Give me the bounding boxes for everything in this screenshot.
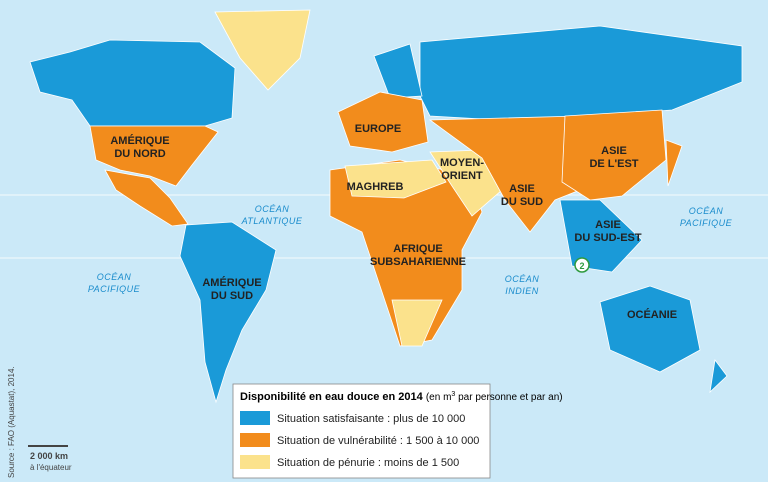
region-label: AFRIQUE SUBSAHARIENNE <box>370 243 466 268</box>
japan <box>665 139 683 187</box>
ocean-label: OCÉAN PACIFIQUE <box>88 272 141 294</box>
ocean-label-line: OCÉAN <box>505 274 540 284</box>
canada-alaska <box>29 39 236 127</box>
ocean-label-line: OCÉAN <box>255 204 290 214</box>
legend-unit: (en m <box>426 392 452 403</box>
marker-label: 2 <box>579 261 584 271</box>
marker-circle <box>574 257 590 273</box>
region-label-line: MAGHREB <box>347 181 404 193</box>
legend-box <box>232 383 491 479</box>
east-asia <box>561 109 667 201</box>
europe <box>337 91 429 153</box>
legend-title: Disponibilité en eau douce en 2014 <box>240 391 424 403</box>
ocean-label: OCÉAN PACIFIQUE <box>680 206 733 228</box>
region-label-line: ASIE <box>601 145 627 157</box>
scale-note: à l'équateur <box>30 463 72 472</box>
ocean-label-line: PACIFIQUE <box>680 218 733 228</box>
legend: Disponibilité en eau douce en 2014 (en m… <box>232 383 563 479</box>
ocean-label-line: ATLANTIQUE <box>241 216 303 226</box>
legend-label: Situation de pénurie : moins de 1 500 <box>277 457 459 469</box>
region-label-line: DU SUD <box>211 290 253 302</box>
region-label: ASIE DU SUD-EST <box>574 219 642 244</box>
region-label: MAGHREB <box>347 181 404 193</box>
ocean-label: OCÉAN ATLANTIQUE <box>241 204 303 226</box>
central-america <box>104 169 189 227</box>
legend-unit-exp: 3 <box>451 391 455 398</box>
legend-swatch <box>240 455 270 469</box>
scale-distance: 2 000 km <box>30 451 68 461</box>
region-label-line: DU SUD-EST <box>574 232 642 244</box>
source: Source : FAO (Aquastat), 2014. <box>7 366 16 478</box>
region-label: AMÉRIQUE DU SUD <box>202 276 261 302</box>
ocean-label-line: OCÉAN <box>97 272 132 282</box>
legend-swatch <box>240 433 270 447</box>
region-label-line: DU NORD <box>114 148 165 160</box>
region-label-line: SUBSAHARIENNE <box>370 256 466 268</box>
region-label-line: AFRIQUE <box>393 243 443 255</box>
region-label-line: ASIE <box>509 183 535 195</box>
region-label: OCÉANIE <box>627 308 677 321</box>
region-label-line: OCÉANIE <box>627 308 677 321</box>
land-areas <box>29 9 743 404</box>
region-label: ASIE DE L'EST <box>589 145 638 170</box>
ocean-label-line: PACIFIQUE <box>88 284 141 294</box>
legend-swatch <box>240 411 270 425</box>
region-label-line: AMÉRIQUE <box>202 276 261 289</box>
region-label-line: DE L'EST <box>589 158 638 170</box>
ocean-label-line: OCÉAN <box>689 206 724 216</box>
ocean-label-line: INDIEN <box>505 286 539 296</box>
region-label: ASIE DU SUD <box>501 183 543 208</box>
ocean-label: OCÉAN INDIEN <box>505 274 540 296</box>
region-label-line: AMÉRIQUE <box>110 134 169 147</box>
maghreb <box>344 159 447 199</box>
region-label-line: ORIENT <box>441 170 483 182</box>
new-zealand <box>709 359 728 394</box>
ocean-labels: OCÉAN ATLANTIQUE OCÉAN PACIFIQUE OCÉAN PACIFI… <box>88 204 733 296</box>
scandinavia <box>373 43 423 99</box>
region-label-line: MOYEN- <box>440 157 484 169</box>
legend-heading: Disponibilité en eau douce en 2014 (en m… <box>240 391 563 403</box>
south-america <box>179 221 277 404</box>
south-east-asia <box>559 199 643 273</box>
region-label-line: EUROPE <box>355 123 401 135</box>
australia <box>599 285 701 373</box>
legend-label: Situation de vulnérabilité : 1 500 à 10 … <box>277 435 479 447</box>
greenland <box>214 9 311 91</box>
region-label: MOYEN-ORIENT <box>440 157 484 182</box>
legend-label: Situation satisfaisante : plus de 10 000 <box>277 413 465 425</box>
region-label-line: DU SUD <box>501 196 543 208</box>
legend-items: Situation satisfaisante : plus de 10 000… <box>240 411 479 469</box>
region-label-line: ASIE <box>595 219 621 231</box>
region-label: AMÉRIQUE DU NORD <box>110 134 169 160</box>
usa <box>89 125 219 187</box>
region-label: EUROPE <box>355 123 401 135</box>
southern-africa <box>391 299 443 347</box>
legend-unit: par personne et par an) <box>455 392 562 403</box>
